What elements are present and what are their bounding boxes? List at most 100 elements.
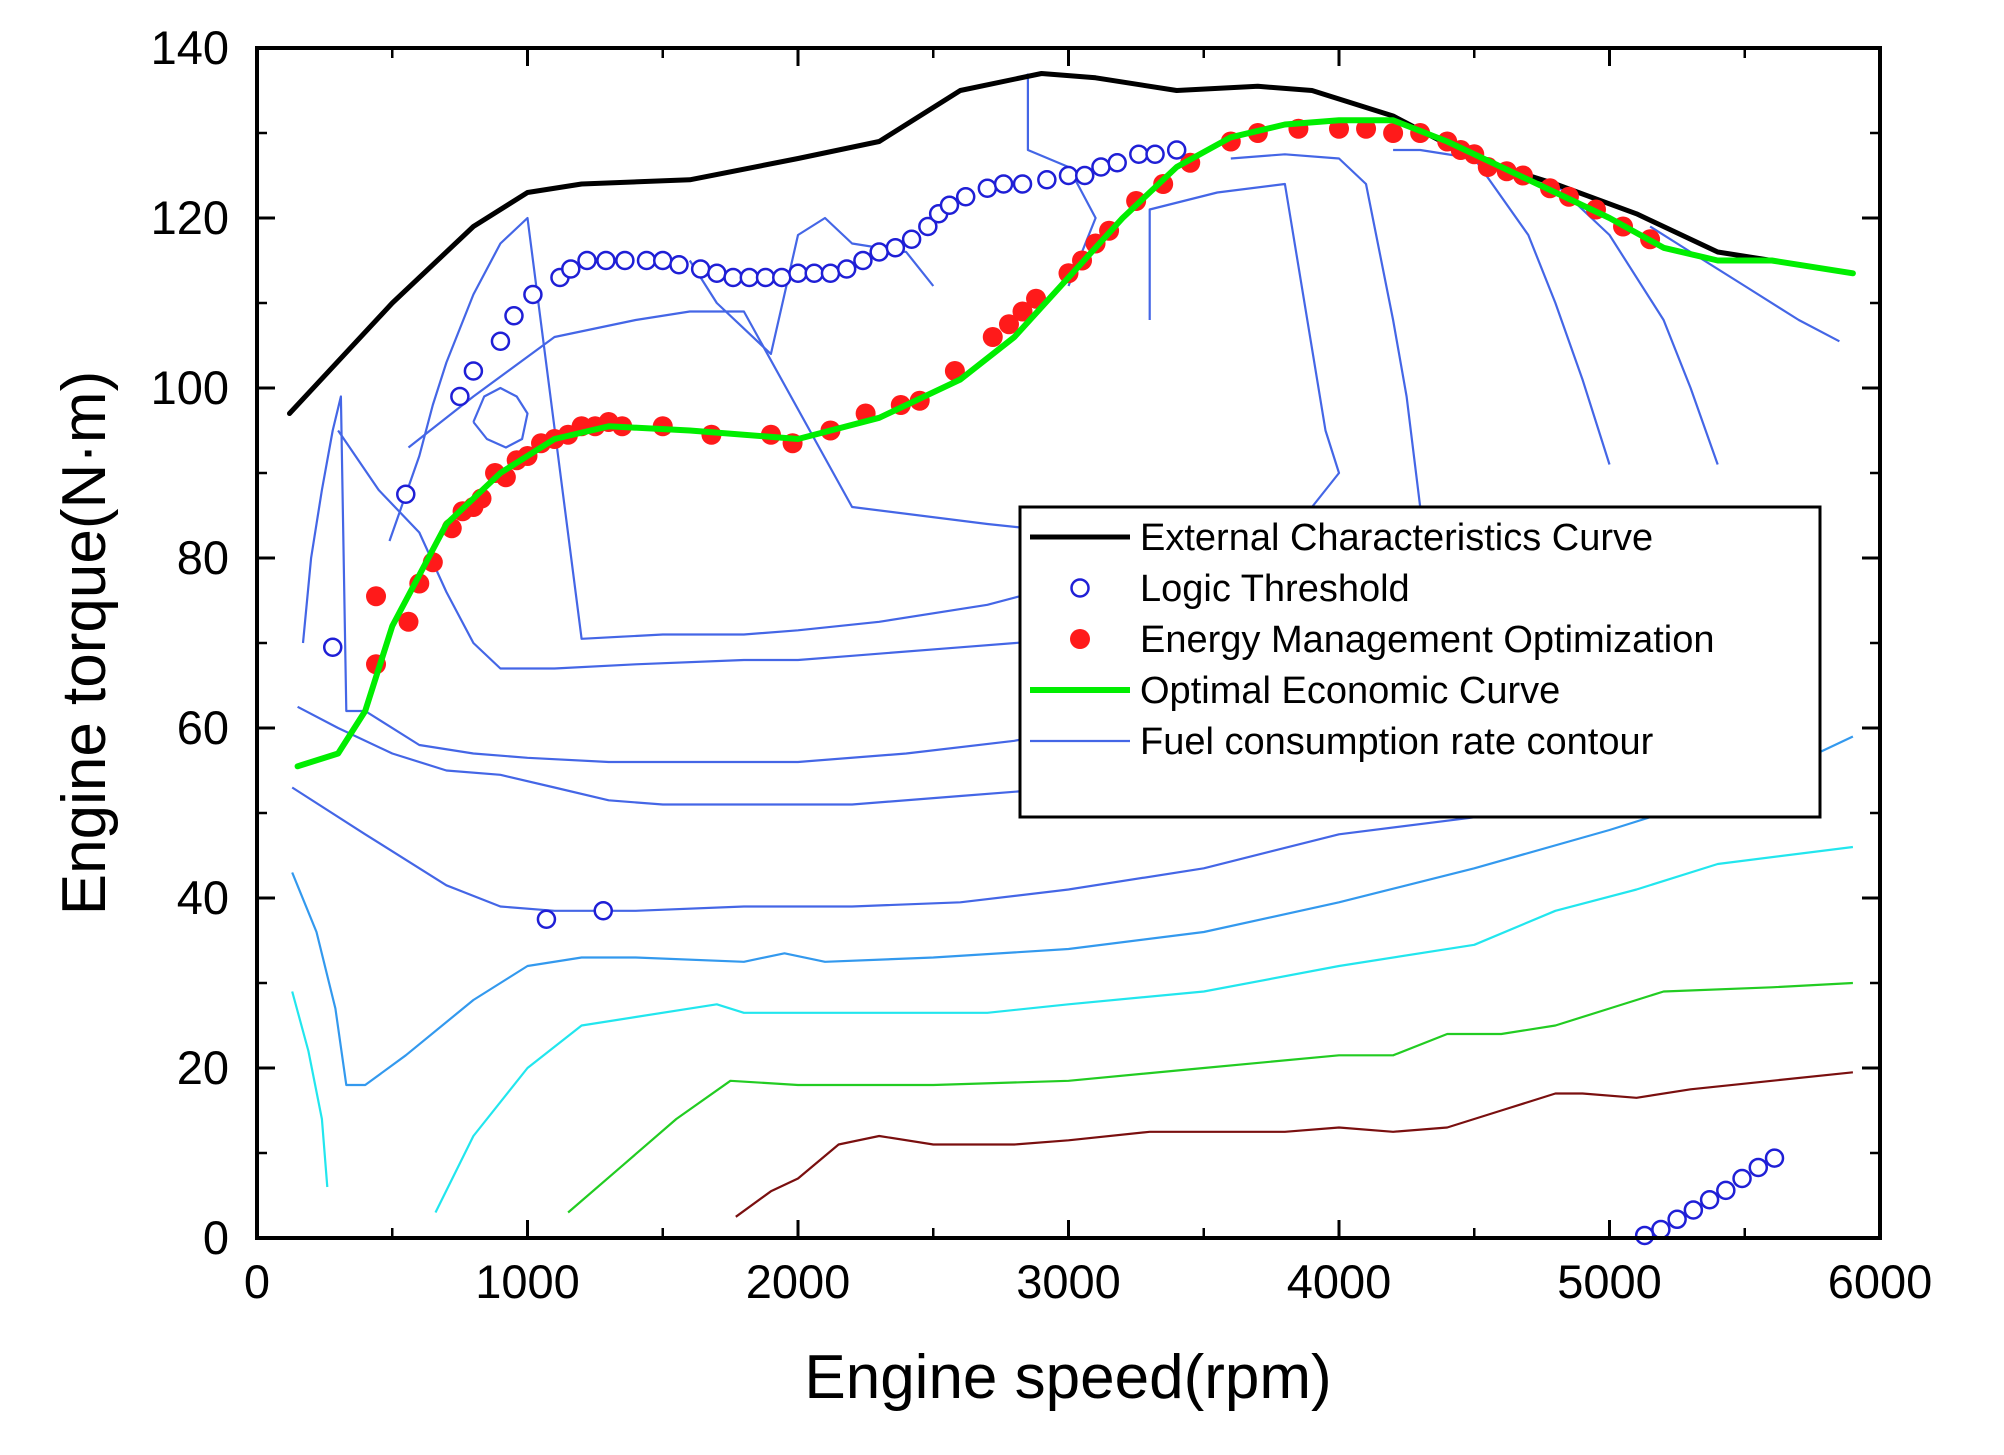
legend-label-optimal: Optimal Economic Curve	[1140, 670, 1560, 712]
logic-threshold-point	[1012, 174, 1033, 194]
logic-threshold-point	[450, 386, 470, 407]
logic-threshold-point	[1166, 140, 1187, 160]
energy-point	[1329, 118, 1349, 139]
fuel-contour-line	[1393, 148, 1611, 465]
legend-label-energy: Energy Management Optimization	[1140, 619, 1715, 661]
logic-threshold-point	[707, 263, 727, 283]
logic-threshold-point	[593, 901, 613, 921]
fuel-contour-line	[1649, 225, 1840, 343]
axis-ticks: 0 1000 2000 3000 4000 5000 6000 0 20 40 60 80 100 120…	[151, 21, 1933, 1308]
legend: External Characteristics Curve Logic Thre…	[1018, 505, 1822, 819]
logic-threshold-point	[615, 250, 635, 271]
energy-point	[944, 361, 965, 381]
legend-swatch-energy	[1070, 629, 1090, 649]
logic-threshold-point	[322, 637, 343, 657]
x-tick-label: 0	[244, 1255, 270, 1308]
logic-threshold-point	[1716, 1180, 1736, 1201]
logic-threshold-point	[977, 178, 998, 198]
legend-swatch-logic	[1070, 578, 1090, 598]
y-tick-label: 140	[151, 21, 229, 74]
logic-threshold-point	[1058, 165, 1079, 186]
energy-point	[1383, 123, 1404, 143]
logic-threshold-point	[788, 263, 808, 283]
fuel-contour-line	[735, 1071, 1854, 1218]
logic-threshold-point	[561, 259, 581, 279]
fuel-contour-line	[388, 216, 1177, 640]
optimal-economic-curve	[294, 117, 1856, 770]
logic-threshold-point	[853, 250, 873, 271]
logic-threshold-point	[536, 909, 557, 929]
y-tick-label: 100	[151, 361, 229, 414]
legend-label-logic: Logic Threshold	[1140, 568, 1410, 610]
logic-threshold-point	[993, 174, 1014, 194]
logic-threshold-point	[1074, 165, 1095, 186]
y-axis-title: Engine torque(N·m)	[50, 371, 119, 915]
logic-threshold-point	[1634, 1225, 1655, 1246]
logic-threshold-point	[1699, 1190, 1720, 1210]
legend-box	[1018, 505, 1822, 819]
logic-threshold-point	[1667, 1209, 1687, 1230]
logic-threshold-point	[577, 250, 597, 271]
y-tick-label: 80	[177, 531, 229, 584]
logic-threshold-point	[690, 259, 711, 279]
logic-threshold-point	[1107, 153, 1127, 173]
y-tick-label: 120	[151, 191, 229, 244]
logic-threshold-point	[1129, 144, 1149, 164]
fuel-contour-line	[291, 735, 1854, 1087]
energy-point	[1012, 301, 1033, 322]
fuel-contour-line	[297, 705, 1150, 806]
logic-threshold-point	[901, 229, 922, 249]
logic-threshold-point	[653, 250, 673, 271]
fuel-contour-line	[337, 429, 1177, 670]
legend-label-external: External Characteristics Curve	[1140, 517, 1653, 559]
logic-threshold-point	[396, 484, 416, 504]
x-tick-label: 3000	[1016, 1255, 1121, 1308]
energy-point	[982, 327, 1003, 347]
logic-threshold-point	[1037, 170, 1057, 190]
x-tick-label: 6000	[1828, 1255, 1933, 1308]
x-axis-title: Engine speed(rpm)	[804, 1343, 1331, 1412]
y-tick-label: 0	[203, 1211, 229, 1264]
logic-threshold-point	[739, 267, 760, 288]
y-tick-label: 40	[177, 871, 229, 924]
logic-threshold-point	[1651, 1219, 1671, 1240]
logic-threshold-point	[1683, 1200, 1704, 1220]
fuel-contour-line	[567, 981, 1853, 1214]
legend-label-contour: Fuel consumption rate contour	[1140, 721, 1654, 763]
fuel-contour-line	[291, 991, 329, 1188]
logic-threshold-point	[596, 250, 616, 271]
logic-threshold-point	[669, 255, 689, 275]
logic-threshold-point	[869, 242, 889, 262]
fuel-contour-line	[1230, 153, 1422, 508]
logic-threshold-point	[636, 250, 657, 271]
logic-threshold-point	[1145, 144, 1165, 164]
logic-threshold-point	[463, 361, 484, 381]
x-tick-label: 4000	[1287, 1255, 1392, 1308]
logic-threshold-point	[490, 331, 511, 351]
logic-threshold-point	[885, 238, 906, 258]
energy-point	[398, 611, 419, 632]
x-tick-label: 5000	[1557, 1255, 1662, 1308]
y-tick-label: 60	[177, 701, 229, 754]
logic-threshold-point	[1764, 1148, 1785, 1168]
logic-threshold-point	[918, 216, 938, 237]
fuel-contour-line	[291, 786, 1610, 912]
series-lines	[287, 71, 1856, 416]
logic-threshold-point	[939, 195, 960, 215]
logic-threshold-point	[1732, 1168, 1752, 1189]
logic-threshold-point	[1091, 157, 1111, 177]
logic-threshold-point	[804, 263, 824, 283]
logic-threshold-point	[723, 267, 743, 288]
logic-threshold-point	[772, 267, 792, 288]
logic-threshold-point	[523, 284, 543, 305]
logic-threshold-point	[955, 187, 976, 207]
fuel-contour-line	[472, 386, 529, 449]
energy-point	[366, 586, 387, 607]
logic-threshold-point	[836, 259, 857, 279]
y-tick-label: 20	[177, 1041, 229, 1094]
energy-point	[998, 314, 1019, 335]
fuel-contour-line	[1148, 182, 1341, 508]
logic-threshold-point	[1748, 1157, 1769, 1178]
external-characteristics-curve	[287, 71, 1856, 416]
